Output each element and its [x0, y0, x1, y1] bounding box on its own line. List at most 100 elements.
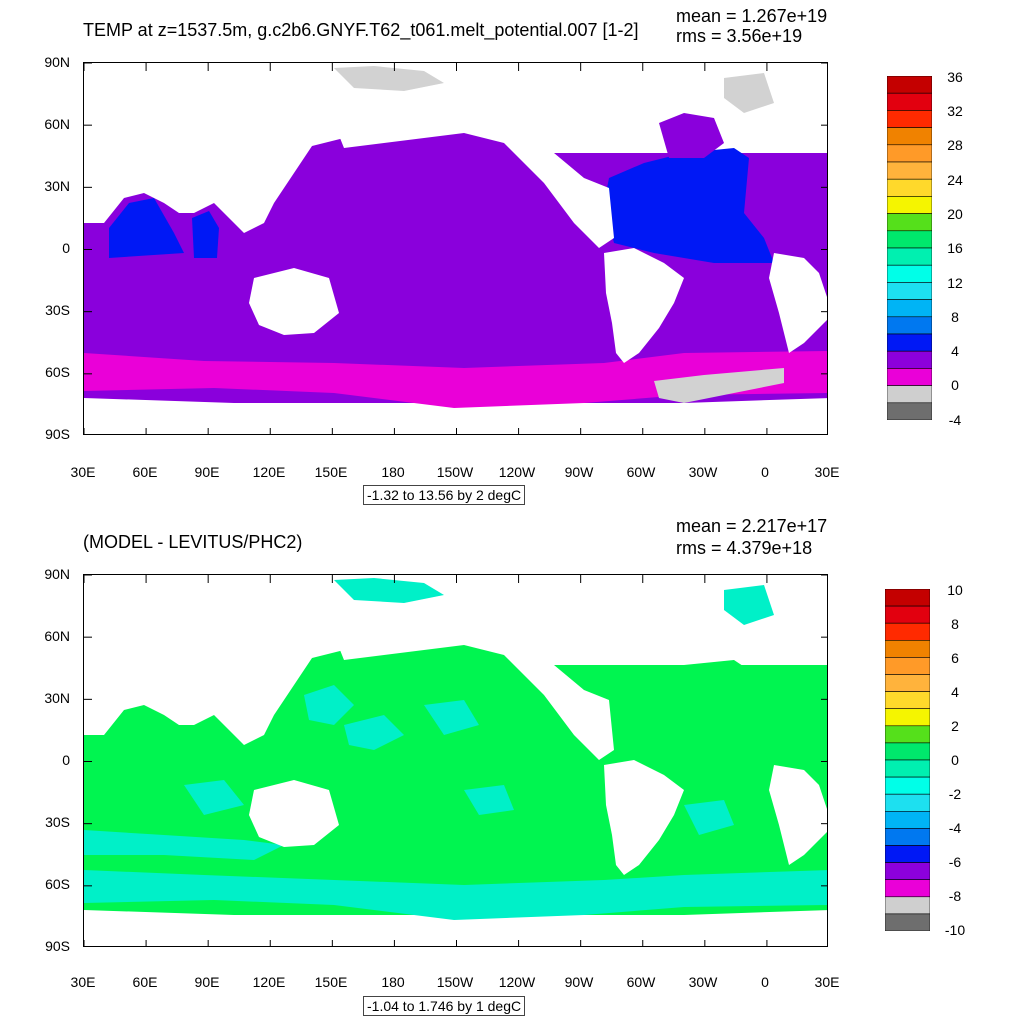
colorbar-swatch	[885, 725, 930, 744]
colorbar-swatch	[885, 776, 930, 795]
bottom-cbar-label-minus4: -4	[948, 820, 962, 836]
top-cbar-label-20: 20	[947, 206, 963, 222]
bottom-cyan-patch-1	[304, 685, 354, 725]
top-cbar-label-8: 8	[951, 309, 959, 325]
bottom-xlabel-30w: 30W	[688, 974, 718, 990]
colorbar-swatch	[885, 759, 930, 778]
bottom-cyan-patch-7	[84, 830, 284, 860]
top-southern-band	[84, 351, 827, 408]
colorbar-swatch	[887, 333, 932, 352]
colorbar-swatch	[887, 316, 932, 335]
bottom-cyan-patch-4	[184, 780, 244, 815]
top-ylabel-60s: 60S	[45, 364, 70, 380]
bottom-land-africa	[769, 765, 827, 865]
bottom-xlabel-120w: 120W	[498, 974, 536, 990]
top-xlabel-30w: 30W	[688, 464, 718, 480]
colorbar-swatch	[885, 845, 930, 863]
bottom-xlabel-60w: 60W	[626, 974, 656, 990]
colorbar-swatch	[885, 742, 930, 761]
bottom-cbar-label-4: 4	[951, 684, 959, 700]
top-bay-of-bengal	[192, 211, 219, 258]
bottom-land-south-america	[604, 760, 684, 875]
colorbar-swatch	[887, 196, 932, 214]
colorbar-swatch	[887, 110, 932, 128]
colorbar-swatch	[885, 793, 930, 812]
bottom-xlabel-150e: 150E	[314, 974, 348, 990]
bottom-xlabel-30e-end: 30E	[814, 974, 840, 990]
bottom-xlabel-180: 180	[381, 974, 405, 990]
top-xlabel-150e: 150E	[314, 464, 348, 480]
top-xlabel-60e: 60E	[132, 464, 158, 480]
top-xlabel-60w: 60W	[626, 464, 656, 480]
colorbar-swatch	[887, 385, 932, 404]
bottom-xlabel-0: 0	[761, 974, 769, 990]
bottom-north-atlantic	[604, 660, 774, 775]
top-arabian-sea	[109, 198, 184, 258]
bottom-map-plot	[83, 574, 828, 947]
bottom-ylabel-90n: 90N	[44, 566, 70, 582]
bottom-xlabel-60e: 60E	[132, 974, 158, 990]
bottom-xlabel-120e: 120E	[252, 974, 286, 990]
top-atlantic	[604, 148, 774, 263]
bottom-ylabel-60n: 60N	[44, 628, 70, 644]
bottom-cbar-label-minus6: -6	[948, 854, 962, 870]
top-cbar-label-4: 4	[951, 343, 959, 359]
colorbar-swatch	[885, 589, 930, 607]
colorbar-swatch	[887, 368, 932, 386]
bottom-colorbar	[885, 589, 930, 931]
top-xlabel-120e: 120E	[252, 464, 286, 480]
bottom-title: (MODEL - LEVITUS/PHC2)	[83, 532, 303, 552]
bottom-mean: mean = 2.217e+17	[676, 516, 828, 536]
bottom-cbar-label-minus2: -2	[948, 786, 962, 802]
bottom-map-svg	[84, 575, 827, 946]
bottom-land-antarctic	[84, 910, 827, 946]
top-ylabel-30s: 30S	[45, 302, 70, 318]
colorbar-swatch	[885, 879, 930, 898]
bottom-cbar-label-minus8: -8	[948, 888, 962, 904]
colorbar-swatch	[887, 76, 932, 94]
bottom-ylabel-0: 0	[62, 752, 70, 768]
colorbar-swatch	[887, 350, 932, 369]
bottom-xlabel-90w: 90W	[564, 974, 594, 990]
colorbar-swatch	[887, 402, 932, 420]
top-mean: mean = 1.267e+19	[676, 6, 828, 26]
bottom-xlabel-150w: 150W	[436, 974, 474, 990]
bottom-land-australia	[249, 780, 339, 847]
top-ice-arctic	[334, 66, 444, 91]
bottom-cbar-label-2: 2	[951, 718, 959, 734]
bottom-southern-cyan	[84, 870, 827, 920]
top-map-svg	[84, 63, 827, 434]
bottom-ylabel-60s: 60S	[45, 876, 70, 892]
top-cbar-label-0: 0	[951, 377, 959, 393]
top-cbar-label-36: 36	[947, 69, 963, 85]
bottom-cbar-label-6: 6	[951, 650, 959, 666]
colorbar-swatch	[885, 639, 930, 658]
colorbar-swatch	[885, 605, 930, 624]
colorbar-swatch	[887, 282, 932, 300]
top-north-pacific	[269, 118, 644, 273]
colorbar-swatch	[887, 264, 932, 283]
bottom-cbar-label-minus10: -10	[944, 922, 966, 938]
bottom-land-north-america	[334, 615, 614, 760]
colorbar-swatch	[885, 691, 930, 709]
colorbar-swatch	[887, 178, 932, 197]
top-land-antarctic	[84, 398, 827, 434]
colorbar-swatch	[885, 622, 930, 641]
bottom-cyan-patch-6	[684, 800, 734, 835]
colorbar-swatch	[885, 828, 930, 846]
colorbar-swatch	[885, 913, 930, 931]
bottom-rms: rms = 4.379e+18	[676, 538, 813, 558]
colorbar-swatch	[887, 92, 932, 111]
top-ylabel-0: 0	[62, 240, 70, 256]
top-xlabel-180: 180	[381, 464, 405, 480]
top-colorbar	[887, 76, 932, 420]
top-ylabel-90s: 90S	[45, 426, 70, 442]
colorbar-swatch	[885, 674, 930, 692]
top-cbar-label-16: 16	[947, 240, 963, 256]
bottom-cyan-patch-arctic	[334, 578, 444, 603]
colorbar-swatch	[885, 862, 930, 881]
bottom-cbar-label-10: 10	[947, 582, 963, 598]
top-rms: rms = 3.56e+19	[676, 26, 803, 46]
top-xlabel-30e: 30E	[70, 464, 96, 480]
colorbar-swatch	[887, 127, 932, 146]
